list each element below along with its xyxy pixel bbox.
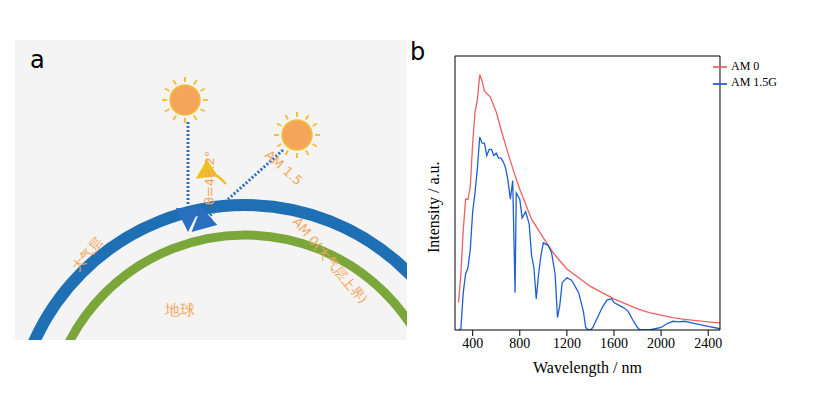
svg-text:AM 0(大气层上界): AM 0(大气层上界) — [290, 214, 371, 306]
html-text:AM 0: AM 0 — [731, 59, 760, 73]
html-text:b: b — [410, 38, 426, 66]
svg-text:θ=48.2°: θ=48.2° — [202, 151, 217, 205]
svg-text:a: a — [30, 46, 45, 74]
svg-text:400: 400 — [462, 336, 483, 351]
svg-text:Intensity / a.u.: Intensity / a.u. — [425, 161, 443, 253]
html-text:AM 1.5G: AM 1.5G — [731, 75, 777, 90]
svg-text:800: 800 — [509, 336, 530, 351]
svg-text:大气层: 大气层 — [69, 234, 106, 274]
svg-text:AM 1.5: AM 1.5 — [262, 147, 305, 188]
svg-text:地球: 地球 — [164, 301, 195, 319]
svg-text:2000: 2000 — [647, 336, 675, 351]
svg-text:1600: 1600 — [600, 336, 628, 351]
svg-text:Wavelength / nm: Wavelength / nm — [533, 359, 642, 377]
svg-text:2400: 2400 — [694, 336, 722, 351]
svg-text:1200: 1200 — [553, 336, 581, 351]
